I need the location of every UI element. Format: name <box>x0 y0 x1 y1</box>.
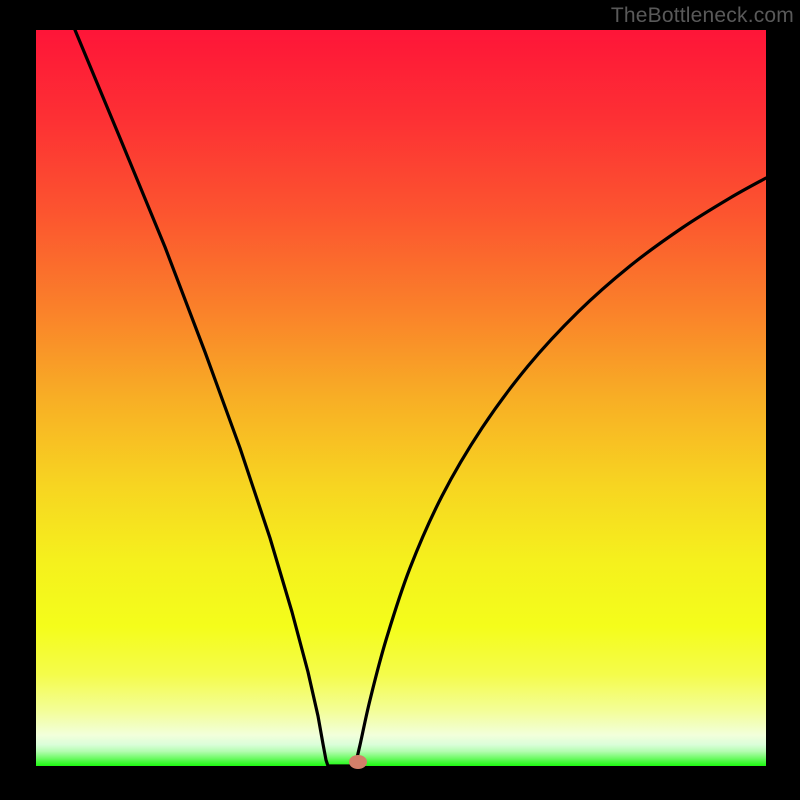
optimal-point-marker <box>349 755 367 769</box>
heat-gradient-plot-area <box>36 30 766 766</box>
attribution-watermark: TheBottleneck.com <box>611 4 794 28</box>
bottleneck-chart <box>0 0 800 800</box>
chart-root: TheBottleneck.com <box>0 0 800 800</box>
